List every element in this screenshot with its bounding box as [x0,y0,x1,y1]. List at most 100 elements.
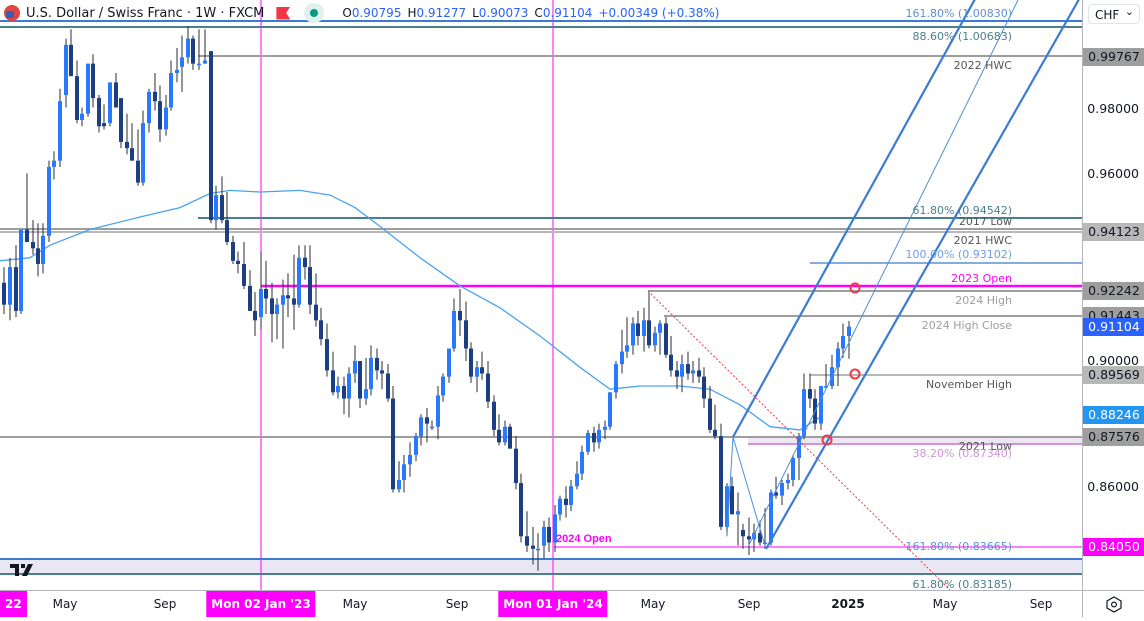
candle [608,392,612,427]
candle [80,113,84,120]
fib-161-8-top-label: 161.80% (1.00830) [905,7,1012,20]
2023-open-label: 2023 Open [951,272,1012,285]
candle [353,361,357,374]
candle [664,323,668,355]
candle [675,370,679,377]
candle [242,263,246,286]
candle [503,426,507,443]
candle [253,310,257,321]
candle [347,373,351,399]
candle [686,364,690,374]
candle [303,257,307,268]
candle [531,545,535,549]
candle [592,432,596,443]
candle [441,376,445,396]
candle [358,361,362,399]
candle [259,289,263,318]
settings-gear-icon[interactable] [1083,591,1144,617]
2021-hwc-label: 2021 HWC [953,234,1012,247]
candle [719,436,723,527]
candle [408,454,412,465]
symbol-title[interactable]: U.S. Dollar / Swiss Franc · 1W · FXCM [26,5,265,21]
candle [586,432,590,452]
low-value: 0.90073 [478,6,529,20]
candle [758,533,762,543]
price-tick: 0.96000 [1087,166,1139,181]
flag-marker-icon[interactable] [276,6,291,20]
candle [336,386,340,393]
candle [214,195,218,221]
candle [736,511,740,515]
candle [791,458,795,480]
candle [209,51,213,221]
candle [519,483,523,537]
candle [292,298,296,305]
candle [36,248,40,264]
price-tick: 0.90000 [1087,353,1139,368]
open-value: 0.90795 [351,6,402,20]
close-value: 0.91104 [542,6,593,20]
chart-settings-corner[interactable] [1082,590,1144,617]
candle [769,492,773,543]
candle [741,530,745,537]
currency-select[interactable]: CHF [1088,2,1140,24]
candle [108,82,112,124]
candle [147,91,151,124]
candle [169,73,173,108]
candle [308,267,312,305]
candle [58,101,62,161]
price-tag: 0.84050 [1083,538,1144,556]
time-axis[interactable]: 22 May Sep Mon 02 Jan '23 May Sep Mon 01 Jan '… [0,590,1082,617]
candle [86,63,90,114]
price-tag: 0.99767 [1083,48,1144,66]
price-tag: 0.88246 [1083,406,1144,424]
tradingview-logo[interactable] [10,562,40,582]
candle [763,542,767,545]
time-label: May [640,597,666,611]
candle [380,370,384,374]
price-tick: 0.98000 [1087,101,1139,116]
candle [497,429,501,443]
candle [264,289,268,299]
target-circle-lower [821,434,833,446]
candle [669,354,673,371]
time-label: 22 [0,591,27,617]
candle [569,486,573,505]
market-status-icon[interactable] [304,3,325,23]
time-label: Sep [1029,597,1053,611]
time-label: May [342,597,368,611]
candle [180,57,184,67]
fib-61-8-upper-label: 61.80% (0.94542) [912,204,1012,217]
change-value: +0.00349 (+0.38%) [598,6,720,20]
candle [469,348,473,377]
candle [558,498,562,515]
candle [369,357,373,390]
candle [425,417,429,424]
candle [102,123,106,127]
candle [597,429,601,443]
open-2024-label: 2024 Open [556,533,612,545]
candle [647,320,651,346]
candle [164,107,168,130]
price-tag: 0.89569 [1083,366,1144,384]
candle [297,257,301,305]
candle [136,160,140,183]
2024-high-close-label: 2024 High Close [921,319,1012,332]
candle [236,260,240,264]
candle [580,451,584,474]
candle [119,98,123,142]
candle [314,304,318,321]
chart-header: U.S. Dollar / Swiss Franc · 1W · FXCM O0… [4,3,719,23]
candle [713,429,717,437]
chart-plot[interactable]: 2024 Open [0,0,1082,591]
candle [402,464,406,480]
candle [41,235,45,264]
candle [691,370,695,374]
price-tag: 0.94123 [1083,223,1144,241]
candle [331,370,335,393]
chart-area[interactable]: 2024 Open 161.80% (1.00830) 88.60% (1.006… [0,0,1082,591]
candle [802,389,806,437]
candle [391,398,395,490]
price-axis[interactable]: CHF 0.98000 0.96000 0.90000 0.86000 0.99767… [1082,0,1144,590]
candle [19,229,23,311]
